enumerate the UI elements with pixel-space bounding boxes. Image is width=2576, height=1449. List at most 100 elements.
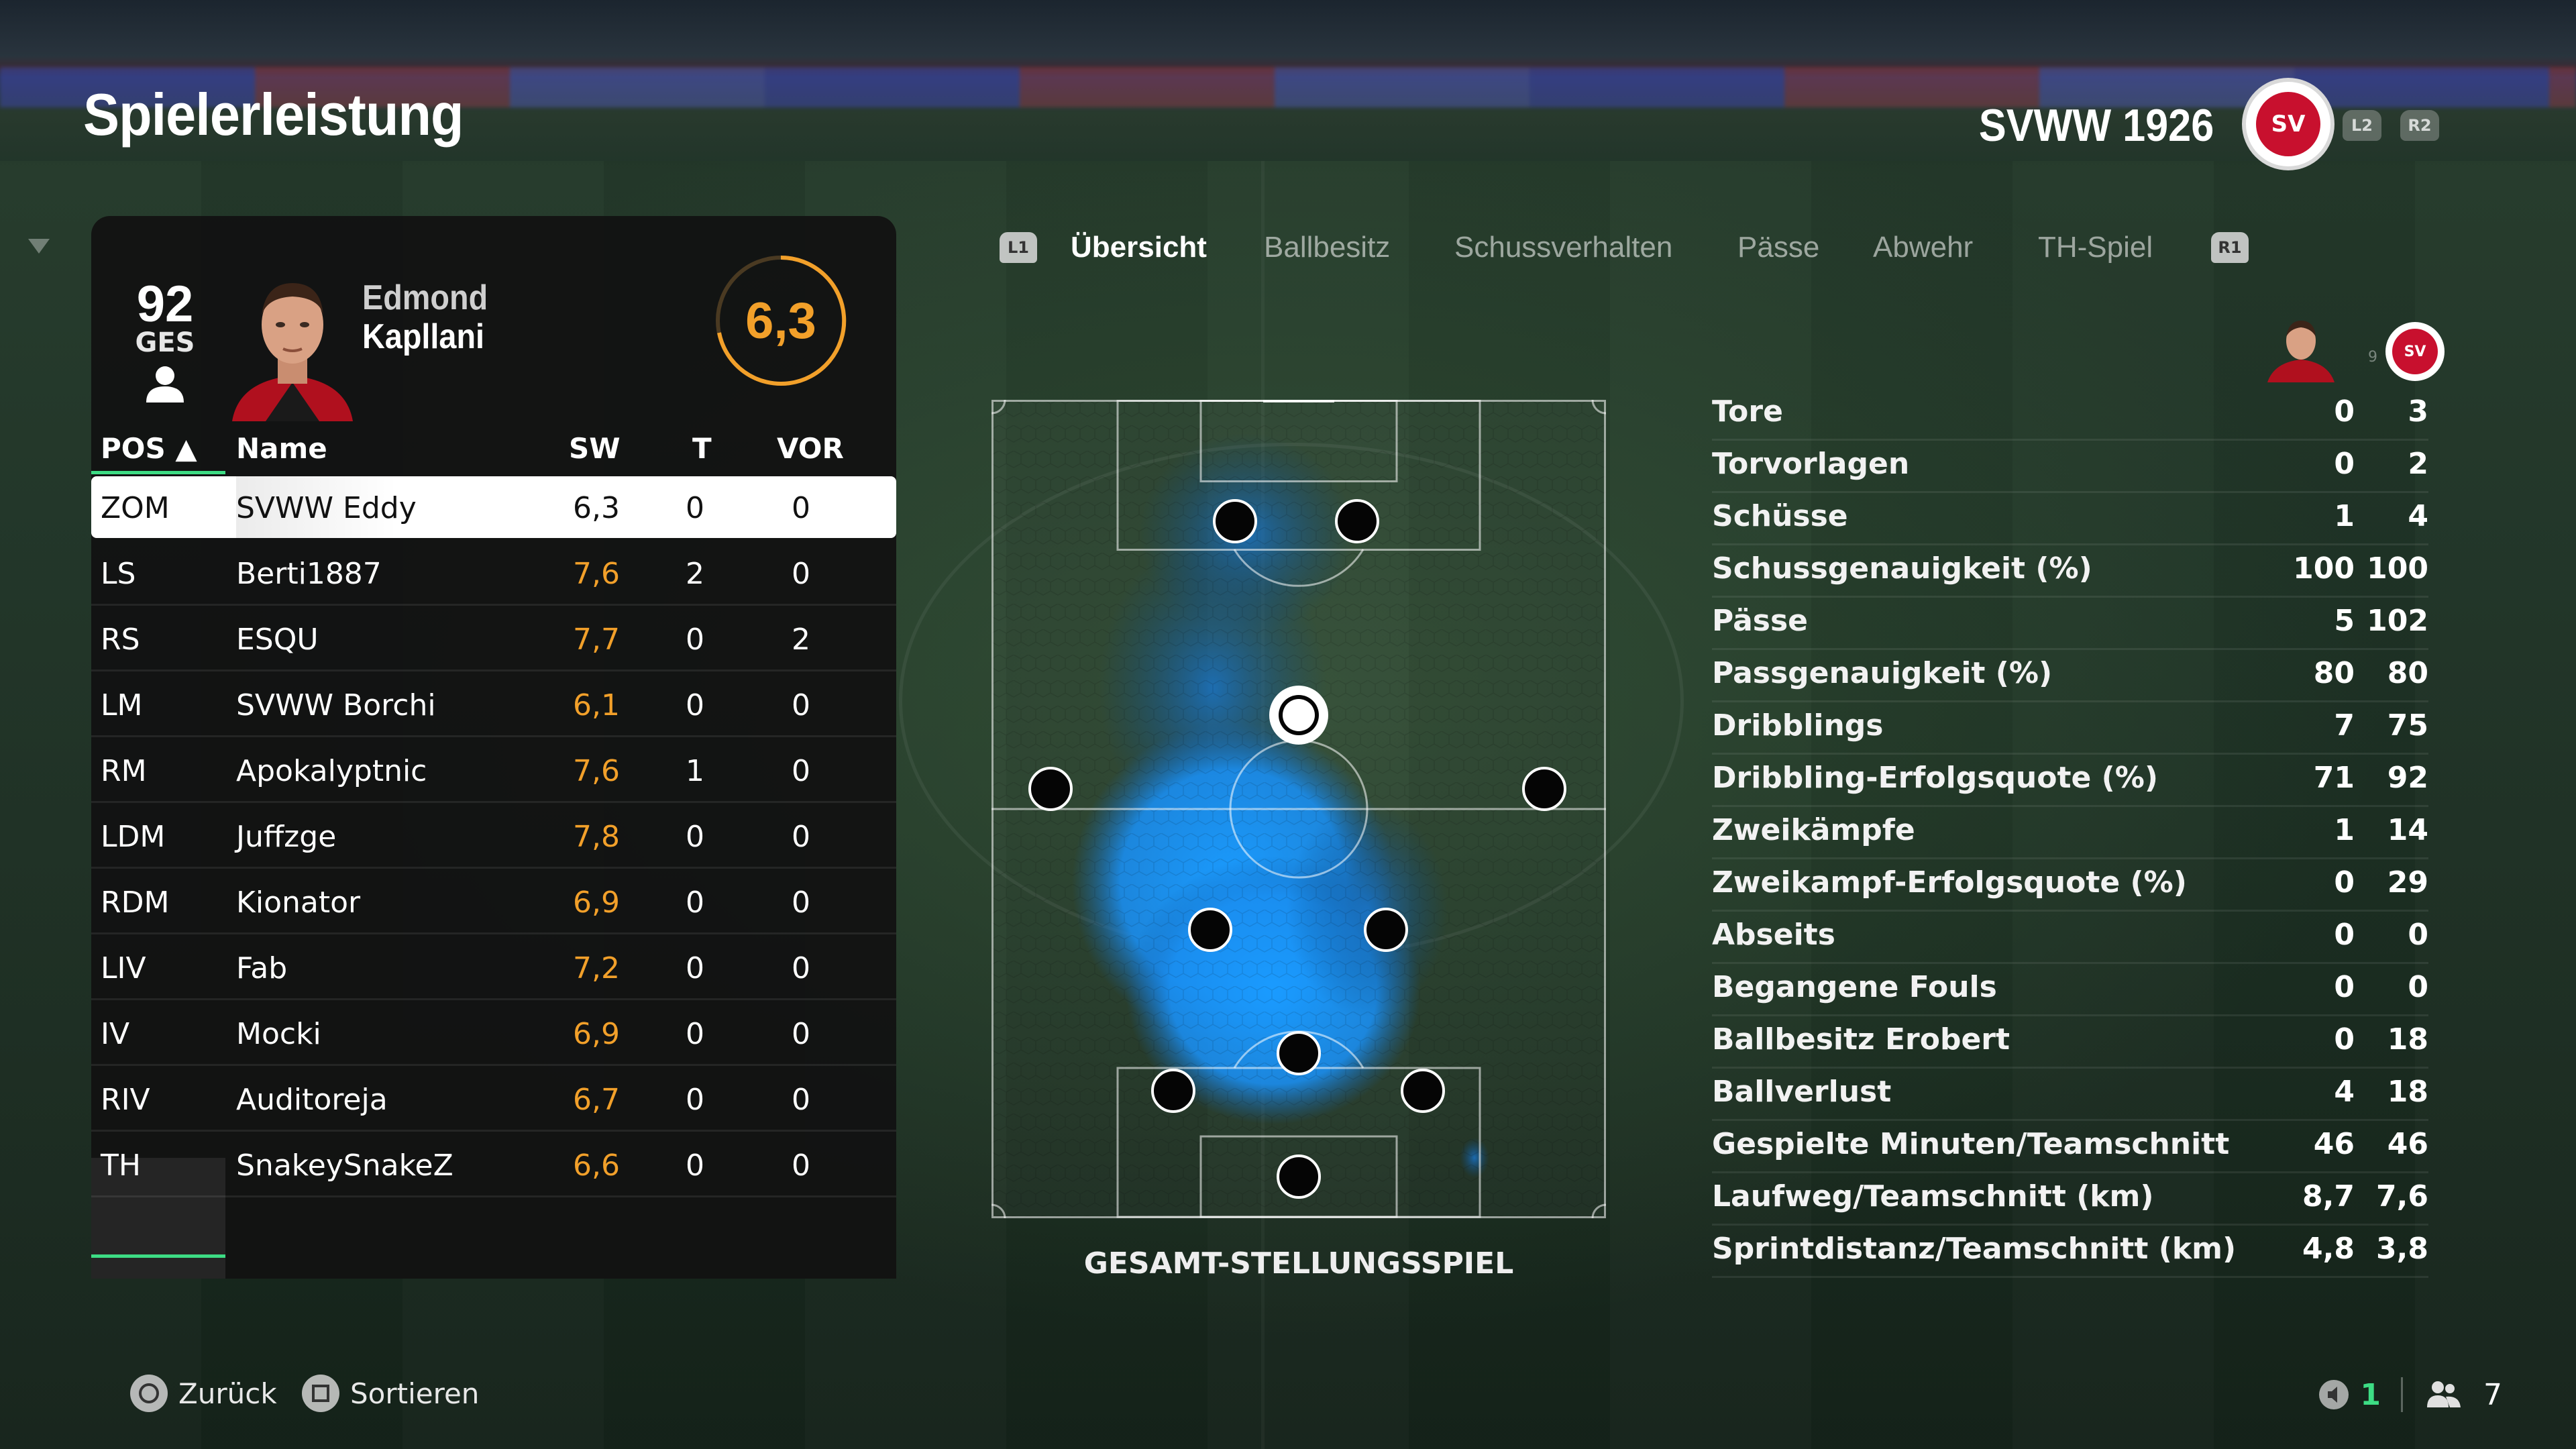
- position-dot-lm: [1028, 767, 1073, 811]
- cell-sw: 7,6: [573, 754, 620, 788]
- cell-vor: 2: [792, 623, 810, 657]
- stat-row: Laufweg/Teamschnitt (km) 8,7 7,6: [1712, 1171, 2428, 1226]
- stat-label: Begangene Fouls: [1712, 970, 1997, 1004]
- person-icon: [146, 366, 184, 402]
- cell-vor: 0: [792, 1083, 810, 1117]
- stat-player: 4,8: [2302, 1232, 2355, 1266]
- cell-vor: 0: [792, 951, 810, 985]
- stat-team: 46: [2387, 1127, 2428, 1161]
- column-header-sw[interactable]: SW: [569, 432, 621, 465]
- sort-hint[interactable]: Sortieren: [302, 1371, 479, 1415]
- column-header-vor[interactable]: VOR: [777, 432, 844, 465]
- cell-sw: 6,3: [573, 491, 620, 525]
- table-row[interactable]: TH SnakeySnakeZ 6,6 0 0: [91, 1134, 896, 1197]
- sort-label: Sortieren: [350, 1377, 480, 1410]
- cell-name: Kionator: [236, 885, 361, 920]
- position-dot-riv: [1401, 1069, 1445, 1113]
- tab-2[interactable]: Schussverhalten: [1454, 231, 1673, 264]
- cell-sw: 7,6: [573, 557, 620, 591]
- cell-sw: 7,7: [573, 623, 620, 657]
- l1-button[interactable]: L1: [1000, 232, 1037, 263]
- table-row[interactable]: RS ESQU 7,7 0 2: [91, 608, 896, 672]
- cell-name: Apokalyptnic: [236, 754, 427, 788]
- cell-vor: 0: [792, 688, 810, 722]
- stat-label: Tore: [1712, 394, 1783, 429]
- position-dot-liv: [1151, 1069, 1195, 1113]
- tab-5[interactable]: TH-Spiel: [2038, 231, 2153, 264]
- mini-team-crest: SV: [2385, 322, 2445, 381]
- table-row[interactable]: RM Apokalyptnic 7,6 1 0: [91, 739, 896, 803]
- back-label: Zurück: [178, 1377, 277, 1410]
- table-row[interactable]: ZOM SVWW Eddy 6,3 0 0: [91, 476, 896, 538]
- mini-team-crest-text: SV: [2392, 329, 2438, 374]
- cell-vor: 0: [792, 1148, 810, 1183]
- stat-row: Dribblings 7 75: [1712, 700, 2428, 755]
- back-hint[interactable]: Zurück: [130, 1371, 277, 1415]
- stat-player: 0: [2334, 394, 2355, 429]
- ad-boards: [0, 67, 2576, 107]
- field-caption: GESAMT-STELLUNGSSPIEL: [1083, 1246, 1514, 1281]
- tab-3[interactable]: Pässe: [1737, 231, 1820, 264]
- stat-team: 14: [2387, 813, 2428, 847]
- cell-sw: 6,1: [573, 688, 620, 722]
- cell-t: 0: [686, 1017, 704, 1051]
- stat-player: 80: [2313, 656, 2355, 690]
- selected-row-highlight: [236, 476, 397, 538]
- stat-row: Passgenauigkeit (%) 80 80: [1712, 648, 2428, 702]
- cell-sw: 7,2: [573, 951, 620, 985]
- position-dot-ldm: [1188, 908, 1232, 952]
- players-icon: [2427, 1381, 2461, 1407]
- cell-name: ESQU: [236, 623, 319, 657]
- stat-label: Dribbling-Erfolgsquote (%): [1712, 761, 2158, 795]
- tab-1[interactable]: Ballbesitz: [1264, 231, 1391, 264]
- pos-column-footer: [91, 1158, 225, 1279]
- stat-row: Zweikämpfe 1 14: [1712, 805, 2428, 859]
- table-row[interactable]: RDM Kionator 6,9 0 0: [91, 871, 896, 934]
- player-last-name: Kapllani: [362, 317, 485, 356]
- stat-label: Zweikampf-Erfolgsquote (%): [1712, 865, 2187, 900]
- cell-vor: 0: [792, 557, 810, 591]
- r2-button[interactable]: R2: [2400, 110, 2439, 141]
- tab-0[interactable]: Übersicht: [1071, 231, 1207, 264]
- cell-pos: IV: [101, 1017, 130, 1051]
- stat-team: 0: [2408, 918, 2428, 952]
- tab-4[interactable]: Abwehr: [1873, 231, 1974, 264]
- l2-button[interactable]: L2: [2343, 110, 2381, 141]
- stat-player: 4: [2334, 1075, 2355, 1109]
- table-row[interactable]: LIV Fab 7,2 0 0: [91, 936, 896, 1000]
- formation-dots: [1028, 499, 1566, 1199]
- cell-t: 0: [686, 623, 704, 657]
- cell-t: 0: [686, 491, 704, 525]
- cell-sw: 6,9: [573, 885, 620, 920]
- table-row[interactable]: LS Berti1887 7,6 2 0: [91, 542, 896, 606]
- stat-team: 4: [2408, 499, 2428, 533]
- stat-player: 0: [2334, 1022, 2355, 1057]
- cell-pos: LIV: [101, 951, 146, 985]
- stat-team: 75: [2387, 708, 2428, 743]
- stat-label: Ballbesitz Erobert: [1712, 1022, 2010, 1057]
- cell-name: Berti1887: [236, 557, 382, 591]
- cell-name: SVWW Borchi: [236, 688, 436, 722]
- cell-pos: RM: [101, 754, 147, 788]
- table-row[interactable]: LDM Juffzge 7,8 0 0: [91, 805, 896, 869]
- stat-row: Torvorlagen 0 2: [1712, 439, 2428, 493]
- player-card: 92 GES Edmond Kapllani 6,3: [91, 216, 896, 421]
- position-dot-iv: [1277, 1031, 1321, 1075]
- cell-sw: 6,7: [573, 1083, 620, 1117]
- page-title: Spielerleistung: [83, 81, 464, 148]
- stat-row: Ballverlust 4 18: [1712, 1067, 2428, 1121]
- table-row[interactable]: RIV Auditoreja 6,7 0 0: [91, 1068, 896, 1132]
- stat-label: Zweikämpfe: [1712, 813, 1915, 847]
- r1-button[interactable]: R1: [2211, 232, 2249, 263]
- column-header-t[interactable]: T: [692, 432, 712, 465]
- column-header-name[interactable]: Name: [236, 432, 327, 465]
- table-row[interactable]: IV Mocki 6,9 0 0: [91, 1002, 896, 1066]
- cell-name: SVWW Eddy: [236, 491, 417, 525]
- table-row[interactable]: LM SVWW Borchi 6,1 0 0: [91, 674, 896, 737]
- column-header-pos[interactable]: POS ▲: [101, 432, 197, 465]
- overall-value: 92: [136, 276, 194, 333]
- cell-pos: LS: [101, 557, 136, 591]
- cell-vor: 0: [792, 1017, 810, 1051]
- stat-row: Gespielte Minuten/Teamschnitt 46 46: [1712, 1119, 2428, 1173]
- collapse-arrow-icon[interactable]: [28, 239, 50, 254]
